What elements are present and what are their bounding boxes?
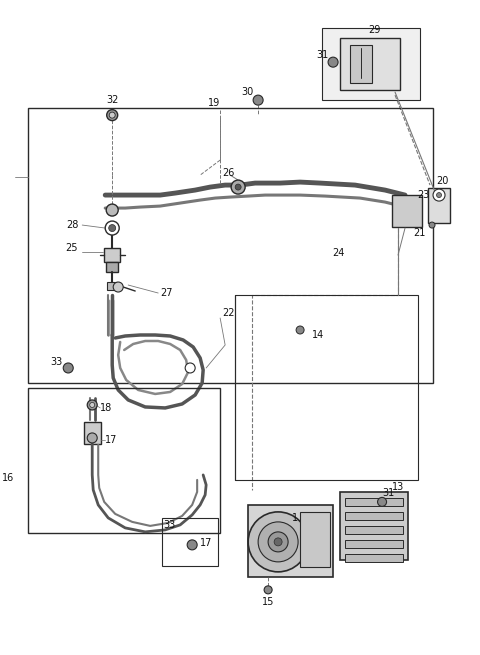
- Bar: [345, 498, 403, 506]
- Bar: [28, 388, 220, 533]
- Text: 30: 30: [241, 87, 253, 97]
- Bar: [235, 295, 418, 480]
- Bar: [84, 422, 101, 444]
- Text: 26: 26: [222, 168, 234, 178]
- Circle shape: [185, 363, 195, 373]
- Circle shape: [378, 497, 386, 506]
- Bar: [162, 518, 218, 566]
- Circle shape: [258, 522, 298, 562]
- Circle shape: [235, 184, 241, 190]
- Circle shape: [105, 221, 119, 235]
- Text: 15: 15: [262, 597, 274, 607]
- Bar: [340, 492, 408, 560]
- Circle shape: [264, 586, 272, 594]
- Circle shape: [87, 433, 97, 443]
- Text: 1: 1: [292, 513, 298, 523]
- Bar: [340, 38, 400, 90]
- Text: 24: 24: [333, 248, 345, 258]
- Bar: [107, 282, 117, 290]
- Bar: [104, 248, 120, 262]
- Text: 17: 17: [200, 538, 213, 548]
- Circle shape: [90, 402, 95, 407]
- Bar: [106, 262, 118, 272]
- Text: 16: 16: [2, 473, 14, 483]
- Text: 27: 27: [160, 288, 173, 298]
- Text: 13: 13: [392, 482, 404, 492]
- Circle shape: [107, 109, 118, 121]
- Circle shape: [328, 57, 338, 67]
- Bar: [322, 28, 420, 100]
- Circle shape: [109, 112, 115, 118]
- Text: 31: 31: [382, 488, 394, 498]
- Bar: [345, 554, 403, 562]
- Text: 33: 33: [50, 357, 62, 367]
- Circle shape: [108, 225, 116, 232]
- Bar: [300, 512, 330, 567]
- Text: 17: 17: [105, 435, 118, 445]
- Text: 21: 21: [414, 228, 426, 238]
- Circle shape: [433, 189, 445, 201]
- Text: 31: 31: [316, 50, 328, 60]
- Circle shape: [231, 180, 245, 194]
- Text: 33: 33: [163, 520, 175, 530]
- Text: 28: 28: [66, 220, 78, 230]
- Circle shape: [268, 532, 288, 552]
- Text: 20: 20: [436, 176, 448, 186]
- Circle shape: [87, 400, 97, 410]
- Bar: [350, 45, 372, 83]
- Circle shape: [113, 282, 123, 292]
- Bar: [248, 505, 333, 577]
- Circle shape: [296, 326, 304, 334]
- Circle shape: [429, 222, 435, 228]
- Bar: [428, 188, 450, 223]
- Bar: [345, 526, 403, 534]
- Circle shape: [187, 540, 197, 550]
- Circle shape: [63, 363, 73, 373]
- Circle shape: [106, 204, 118, 216]
- Text: 25: 25: [66, 243, 78, 253]
- Text: 23: 23: [418, 190, 430, 200]
- Bar: [345, 512, 403, 520]
- Text: 32: 32: [106, 95, 119, 105]
- Bar: [345, 540, 403, 548]
- Circle shape: [274, 538, 282, 546]
- Bar: [392, 195, 422, 227]
- Circle shape: [436, 193, 442, 198]
- Text: 14: 14: [312, 330, 324, 340]
- Text: 19: 19: [208, 98, 220, 108]
- Text: 22: 22: [222, 308, 235, 318]
- Bar: [28, 108, 433, 383]
- Circle shape: [248, 512, 308, 572]
- Circle shape: [253, 95, 263, 105]
- Text: 18: 18: [100, 403, 112, 413]
- Text: 29: 29: [368, 25, 381, 35]
